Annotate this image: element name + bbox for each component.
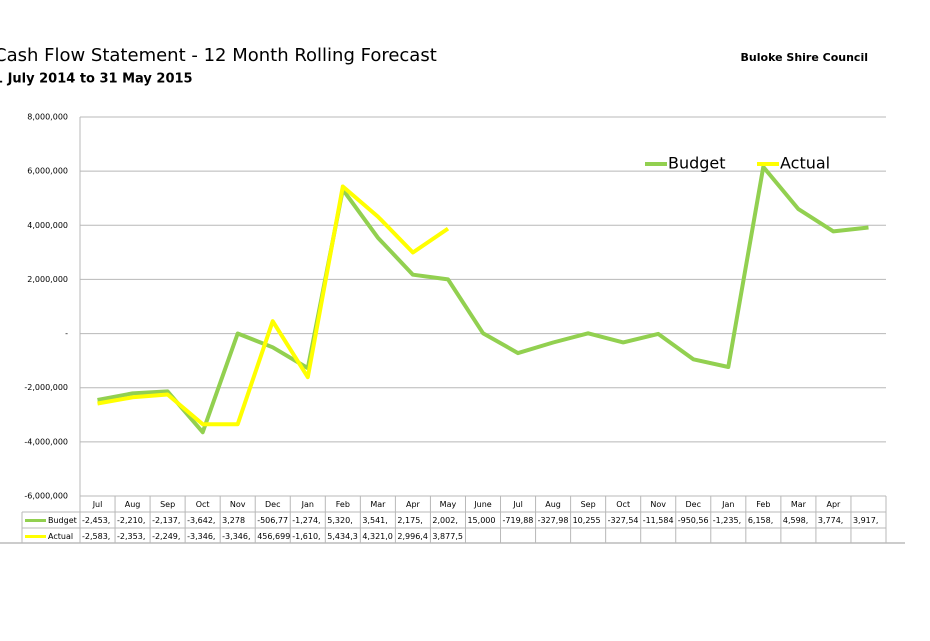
y-tick-label: - bbox=[65, 329, 68, 338]
x-tick-label: Oct bbox=[616, 500, 630, 509]
x-tick-label: Sep bbox=[581, 500, 596, 509]
y-tick-label: -2,000,000 bbox=[24, 383, 68, 392]
x-tick-label: Aug bbox=[545, 500, 561, 509]
x-tick-label: Apr bbox=[827, 500, 842, 509]
x-tick-label: Jul bbox=[92, 500, 103, 509]
organization: Buloke Shire Council bbox=[741, 51, 868, 64]
x-tick-label: Mar bbox=[791, 500, 807, 509]
table-value: -3,346, bbox=[187, 532, 215, 541]
table-value: -950,56 bbox=[678, 516, 709, 525]
table-value: -3,642, bbox=[187, 516, 215, 525]
table-value: 15,000 bbox=[467, 516, 495, 525]
y-tick-label: 6,000,000 bbox=[27, 167, 68, 176]
table-value: -2,210, bbox=[117, 516, 145, 525]
table-legend-label: Actual bbox=[48, 532, 73, 541]
x-tick-label: Jan bbox=[301, 500, 314, 509]
x-tick-label: Aug bbox=[125, 500, 141, 509]
table-value: 10,255 bbox=[573, 516, 601, 525]
chart-subtitle: 1 July 2014 to 31 May 2015 bbox=[0, 72, 193, 87]
table-value: 3,877,5 bbox=[432, 532, 463, 541]
table-value: 2,175, bbox=[397, 516, 422, 525]
table-value: 3,541, bbox=[362, 516, 387, 525]
table-value: 5,434,3 bbox=[327, 532, 358, 541]
table-value: 5,320, bbox=[327, 516, 352, 525]
series-line bbox=[97, 164, 869, 435]
x-tick-label: June bbox=[473, 500, 492, 509]
x-tick-label: Sep bbox=[160, 500, 175, 509]
y-tick-label: 2,000,000 bbox=[27, 275, 68, 284]
x-tick-label: Nov bbox=[650, 500, 666, 509]
legend-label: Budget bbox=[668, 154, 726, 173]
table-value: -1,610, bbox=[292, 532, 320, 541]
y-tick-label: -4,000,000 bbox=[24, 437, 68, 446]
legend-label: Actual bbox=[780, 154, 830, 173]
table-value: -11,584 bbox=[643, 516, 674, 525]
table-value: -2,583, bbox=[82, 532, 110, 541]
y-tick-label: -6,000,000 bbox=[24, 492, 68, 501]
x-tick-label: Dec bbox=[686, 500, 701, 509]
table-value: -3,346, bbox=[222, 532, 250, 541]
table-value: -1,235, bbox=[713, 516, 741, 525]
table-value: -2,353, bbox=[117, 532, 145, 541]
table-legend-label: Budget bbox=[48, 516, 77, 525]
table-value: 3,774, bbox=[818, 516, 843, 525]
x-tick-label: Feb bbox=[756, 500, 770, 509]
y-tick-label: 4,000,000 bbox=[27, 221, 68, 230]
table-value: 4,321,0 bbox=[362, 532, 393, 541]
x-tick-label: Jul bbox=[512, 500, 523, 509]
table-value: 3,278 bbox=[222, 516, 245, 525]
table-value: -506,77 bbox=[257, 516, 288, 525]
table-value: 456,699 bbox=[257, 532, 290, 541]
table-value: -327,98 bbox=[538, 516, 569, 525]
table-value: -2,249, bbox=[152, 532, 180, 541]
x-tick-label: Oct bbox=[196, 500, 210, 509]
y-tick-label: 8,000,000 bbox=[27, 113, 68, 122]
x-tick-label: Apr bbox=[406, 500, 421, 509]
table-value: -719,88 bbox=[503, 516, 534, 525]
table-value: -2,453, bbox=[82, 516, 110, 525]
table-value: 2,996,4 bbox=[397, 532, 428, 541]
x-tick-label: Mar bbox=[370, 500, 386, 509]
series-line bbox=[97, 184, 450, 427]
x-tick-label: Feb bbox=[336, 500, 350, 509]
x-tick-label: Dec bbox=[265, 500, 280, 509]
table-value: -2,137, bbox=[152, 516, 180, 525]
x-tick-label: Nov bbox=[230, 500, 246, 509]
x-tick-label: May bbox=[440, 500, 457, 509]
x-tick-label: Jan bbox=[721, 500, 734, 509]
table-value: 4,598, bbox=[783, 516, 808, 525]
chart-title: Cash Flow Statement - 12 Month Rolling F… bbox=[0, 45, 437, 66]
table-value: 2,002, bbox=[432, 516, 457, 525]
table-value: 6,158, bbox=[748, 516, 773, 525]
table-value: -327,54 bbox=[608, 516, 639, 525]
table-value: 3,917, bbox=[853, 516, 878, 525]
table-value: -1,274, bbox=[292, 516, 320, 525]
